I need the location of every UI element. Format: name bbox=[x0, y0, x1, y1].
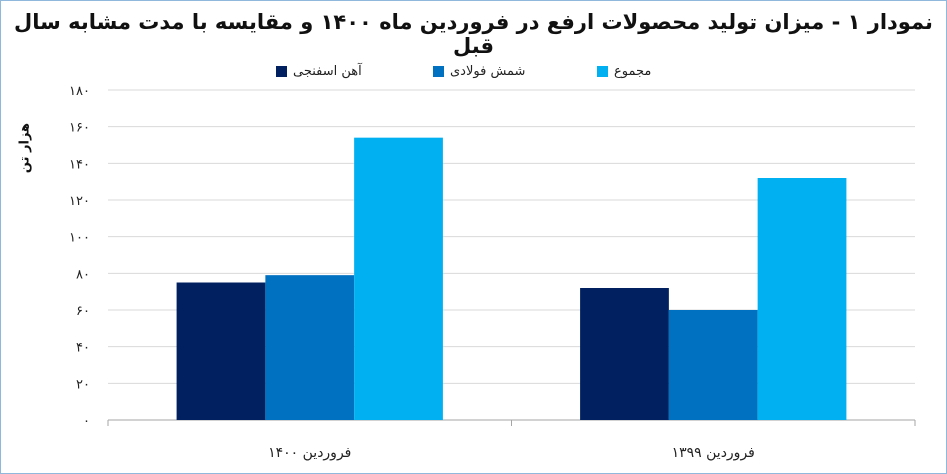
legend-item-series-2: شمش فولادی bbox=[433, 61, 525, 81]
legend-label-series-2: شمش فولادی bbox=[450, 63, 526, 79]
y-tick-label: ۱۶۰ bbox=[69, 121, 90, 136]
y-tick-label: ۱۴۰ bbox=[69, 157, 90, 172]
y-tick-label: ۲۰ bbox=[76, 377, 90, 392]
y-tick-label: ۱۰۰ bbox=[69, 231, 90, 246]
bar bbox=[354, 137, 443, 420]
y-tick-label: ۴۰ bbox=[76, 341, 90, 356]
legend-swatch-series-1 bbox=[276, 65, 287, 77]
x-tick-label: فروردین ۱۴۰۰ bbox=[268, 445, 351, 461]
legend-label-series-3: مجموع bbox=[614, 63, 652, 79]
y-tick-label: ۶۰ bbox=[76, 304, 90, 319]
bar bbox=[265, 275, 355, 420]
bar bbox=[757, 178, 847, 420]
legend-swatch-series-2 bbox=[433, 65, 444, 77]
x-tick-label: فروردین ۱۳۹۹ bbox=[672, 445, 755, 461]
chart-title: نمودار ۱ - میزان تولید محصولات ارفع در ف… bbox=[14, 10, 933, 58]
y-tick-label: ۱۲۰ bbox=[69, 194, 90, 209]
legend-item-series-3: مجموع bbox=[597, 61, 651, 81]
y-tick-label: ۰ bbox=[83, 414, 90, 429]
bar bbox=[580, 288, 669, 420]
chart-legend: آهن اسفنجی شمش فولادی مجموع bbox=[0, 61, 947, 81]
legend-label-series-1: آهن اسفنجی bbox=[293, 63, 362, 79]
bar bbox=[668, 310, 758, 420]
bar bbox=[176, 282, 266, 420]
y-tick-label: ۸۰ bbox=[76, 267, 90, 282]
legend-item-series-1: آهن اسفنجی bbox=[276, 61, 362, 81]
legend-swatch-series-3 bbox=[597, 65, 608, 77]
y-tick-label: ۱۸۰ bbox=[69, 84, 90, 99]
